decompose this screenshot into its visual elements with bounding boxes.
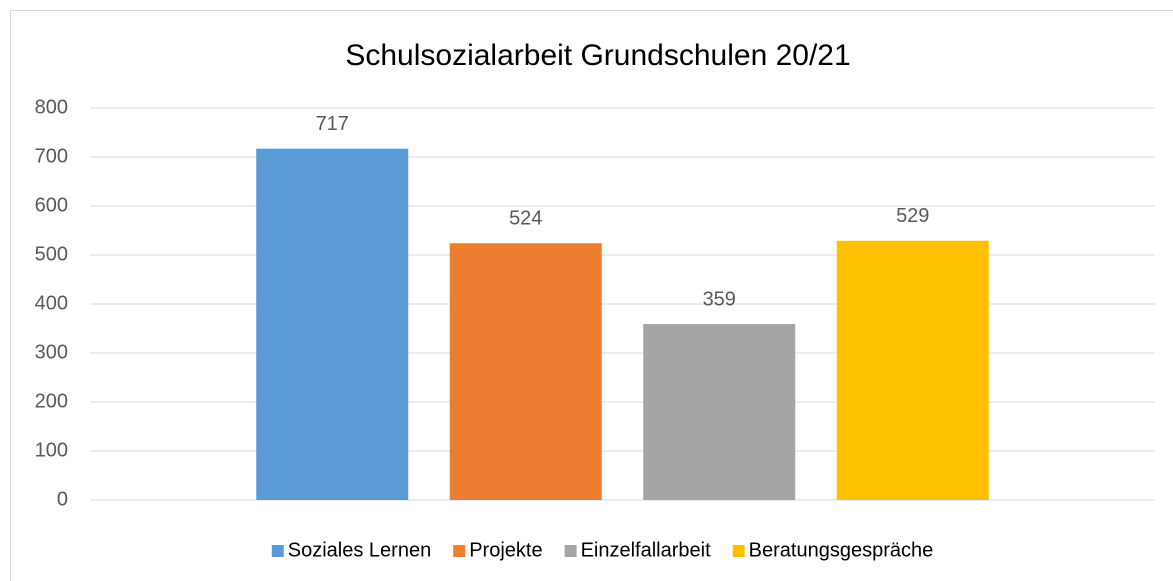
legend-label: Einzelfallarbeit [581, 539, 712, 561]
legend-swatch [453, 545, 466, 557]
legend-swatch [271, 545, 284, 557]
data-label: 524 [509, 208, 542, 230]
legend-label: Soziales Lernen [288, 539, 431, 561]
bar [449, 243, 602, 501]
y-tick-label: 500 [35, 243, 68, 265]
data-label: 529 [896, 205, 929, 227]
legend-label: Projekte [469, 539, 542, 561]
legend-label: Beratungsgespräche [749, 539, 934, 561]
legend-swatch [564, 545, 577, 557]
legend-swatch [732, 545, 745, 557]
data-label: 359 [703, 288, 736, 310]
bar [256, 148, 409, 501]
y-tick-label: 300 [35, 341, 68, 363]
y-tick-label: 800 [35, 96, 68, 118]
data-label: 717 [316, 113, 349, 135]
y-tick-label: 0 [57, 488, 68, 510]
y-tick-label: 100 [35, 439, 68, 461]
y-tick-label: 200 [35, 390, 68, 412]
y-tick-label: 400 [35, 292, 68, 314]
bar [836, 240, 989, 501]
y-tick-label: 600 [35, 194, 68, 216]
bar [643, 324, 796, 500]
chart-title: Schulsozialarbeit Grundschulen 20/21 [345, 39, 850, 72]
y-tick-label: 700 [35, 145, 68, 167]
